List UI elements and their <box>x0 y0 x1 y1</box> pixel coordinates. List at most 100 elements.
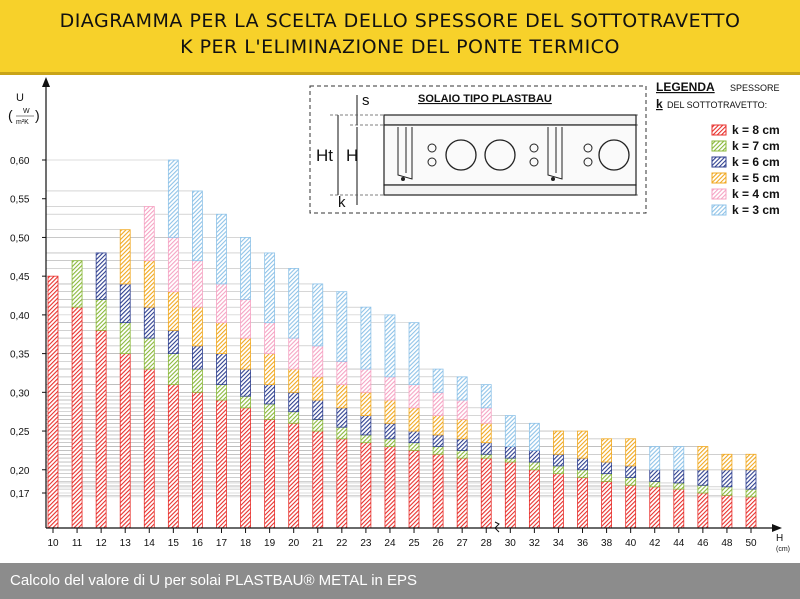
bar-segment-48-k-8-cm <box>721 494 733 529</box>
bar-segment-50-k-7-cm <box>745 488 757 498</box>
y-tick-label: 0,30 <box>10 388 30 399</box>
bar-segment-40-k-5-cm <box>625 438 637 467</box>
bar-segment-16-k-5-cm <box>192 306 203 347</box>
bar-segment-22-k-7-cm <box>336 426 348 440</box>
bar-segment-21-k-8-cm <box>312 430 324 529</box>
x-tick-label: 42 <box>649 538 661 549</box>
axis-break-icon <box>494 521 500 533</box>
y-axis-unit-numerator: W <box>23 108 30 115</box>
bar-segment-17-k-6-cm <box>216 353 227 385</box>
bar-segment-24-k-4-cm <box>384 376 396 401</box>
x-tick-label: 18 <box>240 538 252 549</box>
legend: LEGENDA SPESSORE k DEL SOTTOTRAVETTO: k … <box>656 80 780 217</box>
bar-segment-17-k-3-cm <box>216 213 227 285</box>
x-tick-labels: 10 11 12 13 14 15 16 17 18 19 20 21 22 23 24 25 26 27 28 30… <box>47 528 757 549</box>
bar-segment-36-k-6-cm <box>577 457 588 471</box>
bar-segment-30-k-8-cm <box>504 461 516 529</box>
x-tick-label: 23 <box>360 538 372 549</box>
bar-segment-36-k-7-cm <box>577 469 588 478</box>
bar-segment-20-k-3-cm <box>288 268 300 339</box>
bar-segment-24-k-5-cm <box>384 399 396 424</box>
x-tick-label: 32 <box>529 538 541 549</box>
bar-segment-16-k-4-cm <box>192 260 203 308</box>
bar-segment-19-k-8-cm <box>264 419 276 529</box>
bar-segment-46-k-7-cm <box>697 484 709 494</box>
y-tick-label: 0,40 <box>10 311 30 322</box>
axis-layer: U ( W m²K ) H (cm) <box>8 77 790 553</box>
bar-segment-12-k-8-cm <box>95 329 107 529</box>
bar-segment-28-k-4-cm <box>480 407 492 424</box>
y-tick-label: 0,17 <box>10 489 30 500</box>
bar-segment-20-k-5-cm <box>288 368 300 393</box>
bar-segment-11-k-8-cm <box>71 306 83 529</box>
bar-segment-17-k-4-cm <box>216 283 227 324</box>
legend-label: k = 6 cm <box>732 155 780 169</box>
bar-segment-44-k-3-cm <box>673 446 685 471</box>
x-tick-label: 10 <box>47 538 59 549</box>
diagram-label-ht: Ht <box>316 146 333 165</box>
x-tick-label: 46 <box>697 538 709 549</box>
bar-segment-34-k-6-cm <box>553 453 564 467</box>
bar-segment-13-k-6-cm <box>119 283 131 324</box>
bar-segment-38-k-6-cm <box>601 461 612 475</box>
x-tick-label: 11 <box>72 538 83 549</box>
bar-segment-36-k-5-cm <box>577 430 588 459</box>
bar-segment-38-k-5-cm <box>601 438 612 463</box>
bar-segment-24-k-3-cm <box>384 314 396 378</box>
bar-segment-42-k-8-cm <box>649 486 661 529</box>
x-tick-label: 25 <box>408 538 420 549</box>
bar-segment-13-k-5-cm <box>119 229 131 285</box>
bar-segment-22-k-5-cm <box>336 384 348 409</box>
bar-segment-22-k-4-cm <box>336 360 348 385</box>
u-value-chart: U ( W m²K ) H (cm) 0,600,550,500,450,400… <box>8 77 790 553</box>
bar-segment-50-k-8-cm <box>745 496 757 529</box>
x-tick-label: 36 <box>577 538 589 549</box>
legend-subtitle: DEL SOTTOTRAVETTO: <box>667 100 767 110</box>
x-tick-label: 16 <box>192 538 204 549</box>
bar-segment-13-k-7-cm <box>119 322 131 355</box>
bar-segment-32-k-3-cm <box>528 422 540 451</box>
bar-segment-40-k-6-cm <box>625 465 637 478</box>
legend-swatch <box>711 156 727 168</box>
bar-segment-18-k-3-cm <box>240 237 251 300</box>
y-tick-label: 0,25 <box>10 427 30 438</box>
bar-segment-34-k-7-cm <box>553 465 564 475</box>
diagram-label-k: k <box>338 194 346 211</box>
bar-segment-23-k-7-cm <box>360 434 372 444</box>
legend-subtitle-k: k <box>656 97 663 111</box>
y-axis-unit-close: ) <box>35 107 40 123</box>
joist-profile-1 <box>397 127 413 180</box>
bar-segment-19-k-7-cm <box>264 403 276 420</box>
joist-profile-2 <box>547 127 563 180</box>
bar-segment-17-k-8-cm <box>216 399 227 529</box>
bar-segment-48-k-6-cm <box>721 469 733 488</box>
bar-segment-15-k-7-cm <box>167 353 179 385</box>
bar-segment-16-k-7-cm <box>192 368 203 393</box>
bar-segment-23-k-5-cm <box>360 391 372 416</box>
legend-swatch <box>711 188 727 200</box>
bar-segment-18-k-6-cm <box>240 368 251 397</box>
title-band: DIAGRAMMA PER LA SCELTA DELLO SPESSORE D… <box>0 0 800 75</box>
legend-items: k = 8 cm k = 7 cm k = 6 cm k = 5 cm k = 4 cm… <box>711 123 780 217</box>
bar-segment-50-k-5-cm <box>745 453 757 471</box>
bar-segment-46-k-8-cm <box>697 492 709 529</box>
x-tick-label: 19 <box>264 538 276 549</box>
legend-label: k = 4 cm <box>732 187 780 201</box>
bar-segment-34-k-5-cm <box>553 430 564 455</box>
bar-segment-20-k-4-cm <box>288 337 300 370</box>
bar-segment-26-k-8-cm <box>432 453 444 529</box>
bar-segment-44-k-7-cm <box>673 482 685 490</box>
bar-segment-25-k-5-cm <box>408 407 420 432</box>
bar-segment-32-k-8-cm <box>528 469 540 529</box>
bar-segment-48-k-5-cm <box>721 453 733 471</box>
slab-body <box>383 124 637 186</box>
x-tick-label: 14 <box>144 538 156 549</box>
bar-segment-24-k-8-cm <box>384 446 396 529</box>
void-circle-1 <box>445 139 477 171</box>
bar-segment-28-k-6-cm <box>480 442 492 455</box>
bar-segment-18-k-5-cm <box>240 337 251 370</box>
bar-segment-26-k-6-cm <box>432 434 444 447</box>
x-tick-label: 38 <box>601 538 613 549</box>
bar-segment-26-k-3-cm <box>432 368 444 393</box>
footer-caption: Calcolo del valore di U per solai PLASTB… <box>10 572 418 589</box>
